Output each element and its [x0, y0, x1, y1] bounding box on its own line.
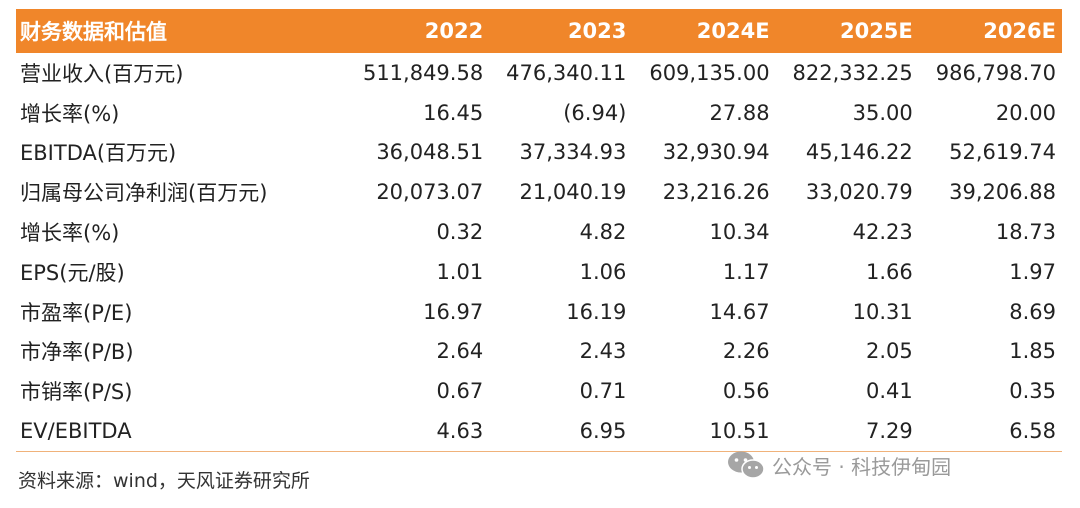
- table-cell: 16.97: [423, 299, 484, 324]
- table-cell: 1.97: [1009, 259, 1056, 284]
- table-cell: 0.32: [436, 220, 484, 245]
- table-cell: 10.31: [852, 299, 913, 324]
- row-label: 市销率(P/S): [20, 380, 133, 405]
- table-cell: 1.17: [722, 259, 770, 284]
- table-cell: 609,135.00: [649, 60, 770, 85]
- table-cell: 1.01: [436, 259, 484, 284]
- table-cell: 16.45: [423, 100, 484, 125]
- table-bottom-rule: [16, 451, 1062, 452]
- table-cell: 511,849.58: [362, 60, 484, 85]
- table-row: 市盈率(P/E) 16.97 16.19 14.67 10.31 8.69: [16, 292, 1062, 332]
- header-2023: 2023: [567, 19, 627, 43]
- wechat-icon: [728, 451, 765, 479]
- row-label: 市净率(P/B): [20, 340, 134, 365]
- table-cell: 23,216.26: [662, 180, 770, 205]
- table-cell: 7.29: [866, 419, 913, 444]
- source-note: 资料来源：wind，天风证券研究所: [18, 470, 310, 492]
- table-cell: 39,206.88: [949, 180, 1056, 205]
- table-cell: 4.82: [579, 220, 627, 245]
- financial-valuation-table: 财务数据和估值 2022 2023 2024E 2025E 2026E 营业收入…: [16, 9, 1062, 451]
- table-cell: 1.66: [866, 259, 913, 284]
- table-cell: 20,073.07: [376, 180, 484, 205]
- row-label: EBITDA(百万元): [20, 141, 177, 166]
- table-cell: 10.34: [709, 220, 770, 245]
- row-label: 增长率(%): [20, 221, 120, 246]
- table-row: 归属母公司净利润(百万元) 20,073.07 21,040.19 23,216…: [16, 172, 1062, 212]
- table-cell: 476,340.11: [506, 60, 627, 85]
- table-cell: 2.05: [866, 339, 913, 364]
- table-row: EV/EBITDA 4.63 6.95 10.51 7.29 6.58: [16, 411, 1062, 451]
- header-2024e: 2024E: [696, 19, 770, 43]
- table-cell: 1.06: [579, 259, 627, 284]
- table-cell: 32,930.94: [662, 140, 770, 165]
- row-label: EV/EBITDA: [20, 419, 132, 444]
- table-cell: 16.19: [566, 299, 627, 324]
- row-label: EPS(元/股): [20, 260, 125, 285]
- table-cell: 20.00: [995, 100, 1056, 125]
- table-cell: 45,146.22: [805, 140, 913, 165]
- table-row: 市净率(P/B) 2.64 2.43 2.26 2.05 1.85: [16, 332, 1062, 372]
- table-cell: 0.71: [579, 379, 627, 404]
- financial-table-container: 财务数据和估值 2022 2023 2024E 2025E 2026E 营业收入…: [16, 9, 1062, 451]
- table-cell: 42.23: [852, 220, 913, 245]
- table-cell: 8.69: [1009, 299, 1056, 324]
- table-cell: 0.41: [866, 379, 913, 404]
- row-label: 市盈率(P/E): [20, 300, 133, 325]
- table-cell: (6.94): [563, 100, 627, 125]
- header-title: 财务数据和估值: [20, 20, 167, 44]
- table-cell: 1.85: [1009, 339, 1056, 364]
- table-cell: 6.95: [579, 419, 627, 444]
- table-cell: 14.67: [709, 299, 770, 324]
- table-cell: 35.00: [852, 100, 913, 125]
- table-cell: 6.58: [1009, 419, 1056, 444]
- row-label: 归属母公司净利润(百万元): [20, 181, 268, 206]
- table-row: 营业收入(百万元) 511,849.58 476,340.11 609,135.…: [16, 53, 1062, 93]
- table-cell: 0.67: [436, 379, 484, 404]
- table-cell: 4.63: [436, 419, 484, 444]
- table-cell: 18.73: [995, 220, 1056, 245]
- table-cell: 2.43: [579, 339, 627, 364]
- table-cell: 2.26: [722, 339, 770, 364]
- table-header-row: 财务数据和估值 2022 2023 2024E 2025E 2026E: [16, 9, 1062, 53]
- header-2025e: 2025E: [839, 19, 913, 43]
- row-label: 增长率(%): [20, 101, 120, 126]
- table-row: EPS(元/股) 1.01 1.06 1.17 1.66 1.97: [16, 252, 1062, 292]
- table-cell: 0.35: [1009, 379, 1056, 404]
- table-cell: 822,332.25: [792, 60, 913, 85]
- wechat-watermark: 公众号 · 科技伊甸园: [726, 450, 951, 480]
- header-2026e: 2026E: [983, 19, 1056, 43]
- table-cell: 27.88: [709, 100, 770, 125]
- table-cell: 21,040.19: [519, 180, 627, 205]
- table-cell: 37,334.93: [519, 140, 627, 165]
- table-cell: 10.51: [709, 419, 770, 444]
- table-row: 增长率(%) 0.32 4.82 10.34 42.23 18.73: [16, 212, 1062, 252]
- table-cell: 0.56: [722, 379, 770, 404]
- row-label: 营业收入(百万元): [20, 61, 184, 86]
- watermark-text: 公众号 · 科技伊甸园: [772, 454, 952, 479]
- header-2022: 2022: [424, 19, 484, 43]
- table-row: 市销率(P/S) 0.67 0.71 0.56 0.41 0.35: [16, 371, 1062, 411]
- table-row: EBITDA(百万元) 36,048.51 37,334.93 32,930.9…: [16, 133, 1062, 173]
- table-cell: 36,048.51: [376, 140, 484, 165]
- table-cell: 52,619.74: [949, 140, 1056, 165]
- table-cell: 2.64: [436, 339, 484, 364]
- table-cell: 33,020.79: [805, 180, 913, 205]
- table-cell: 986,798.70: [935, 60, 1056, 85]
- table-row: 增长率(%) 16.45 (6.94) 27.88 35.00 20.00: [16, 93, 1062, 133]
